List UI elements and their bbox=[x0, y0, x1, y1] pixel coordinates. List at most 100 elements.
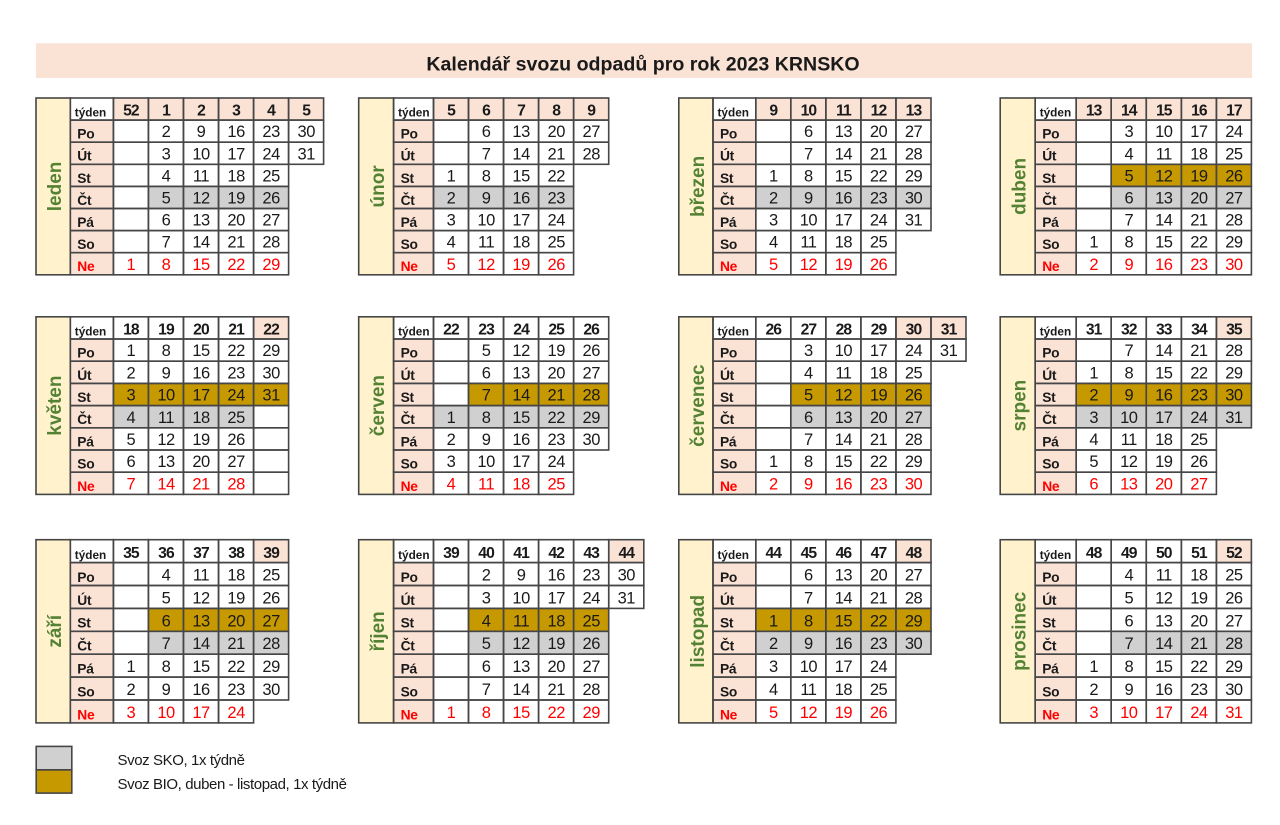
svg-text:13: 13 bbox=[512, 364, 530, 382]
svg-text:29: 29 bbox=[905, 167, 923, 185]
svg-text:7: 7 bbox=[1124, 342, 1133, 360]
svg-text:St: St bbox=[720, 171, 734, 186]
svg-text:26: 26 bbox=[1190, 453, 1208, 471]
svg-text:31: 31 bbox=[905, 212, 923, 230]
svg-text:18: 18 bbox=[512, 234, 530, 252]
svg-text:16: 16 bbox=[1155, 681, 1173, 699]
svg-text:8: 8 bbox=[804, 453, 813, 471]
svg-text:týden: týden bbox=[718, 548, 749, 562]
svg-text:1: 1 bbox=[162, 103, 171, 120]
svg-text:20: 20 bbox=[548, 123, 566, 141]
svg-text:7: 7 bbox=[127, 475, 136, 493]
svg-text:28: 28 bbox=[905, 589, 923, 607]
svg-text:8: 8 bbox=[804, 167, 813, 185]
svg-text:44: 44 bbox=[765, 545, 782, 562]
svg-text:39: 39 bbox=[263, 545, 280, 562]
svg-text:Čt: Čt bbox=[720, 191, 735, 208]
svg-text:27: 27 bbox=[905, 567, 923, 585]
svg-text:28: 28 bbox=[583, 145, 601, 163]
svg-text:17: 17 bbox=[227, 145, 245, 163]
svg-text:27: 27 bbox=[801, 321, 818, 338]
svg-text:31: 31 bbox=[618, 589, 636, 607]
svg-text:Ne: Ne bbox=[401, 707, 419, 722]
svg-text:Čt: Čt bbox=[77, 637, 92, 654]
svg-text:20: 20 bbox=[1155, 475, 1173, 493]
svg-text:14: 14 bbox=[157, 475, 175, 493]
svg-text:19: 19 bbox=[1190, 589, 1208, 607]
svg-text:19: 19 bbox=[835, 704, 853, 722]
svg-text:21: 21 bbox=[548, 387, 566, 405]
svg-text:31: 31 bbox=[1086, 321, 1103, 338]
svg-text:13: 13 bbox=[1155, 612, 1173, 630]
svg-text:2: 2 bbox=[162, 123, 171, 141]
svg-text:1: 1 bbox=[769, 167, 778, 185]
svg-text:6: 6 bbox=[162, 212, 171, 230]
svg-text:8: 8 bbox=[162, 658, 171, 676]
svg-text:11: 11 bbox=[478, 475, 494, 493]
svg-text:13: 13 bbox=[512, 123, 530, 141]
svg-text:27: 27 bbox=[583, 364, 601, 382]
svg-text:9: 9 bbox=[162, 364, 171, 382]
svg-text:16: 16 bbox=[192, 681, 210, 699]
svg-text:St: St bbox=[720, 616, 734, 631]
svg-text:6: 6 bbox=[804, 409, 813, 427]
svg-text:5: 5 bbox=[127, 431, 136, 449]
svg-text:8: 8 bbox=[1124, 658, 1133, 676]
svg-text:10: 10 bbox=[192, 145, 210, 163]
svg-text:11: 11 bbox=[513, 612, 529, 630]
svg-text:22: 22 bbox=[870, 453, 888, 471]
svg-text:týden: týden bbox=[75, 324, 106, 338]
svg-text:12: 12 bbox=[800, 704, 818, 722]
svg-text:Pá: Pá bbox=[401, 215, 418, 230]
svg-text:23: 23 bbox=[870, 635, 888, 653]
svg-text:2: 2 bbox=[769, 190, 778, 208]
svg-text:23: 23 bbox=[478, 321, 495, 338]
svg-text:49: 49 bbox=[1121, 545, 1138, 562]
svg-text:23: 23 bbox=[1190, 256, 1208, 274]
svg-text:7: 7 bbox=[1124, 635, 1133, 653]
svg-text:28: 28 bbox=[1225, 635, 1243, 653]
svg-text:24: 24 bbox=[1190, 704, 1208, 722]
svg-text:19: 19 bbox=[548, 635, 566, 653]
svg-text:3: 3 bbox=[769, 212, 778, 230]
svg-text:22: 22 bbox=[443, 321, 460, 338]
svg-text:Út: Út bbox=[1042, 591, 1057, 608]
svg-text:říjen: říjen bbox=[368, 611, 389, 651]
svg-text:23: 23 bbox=[870, 475, 888, 493]
svg-text:35: 35 bbox=[123, 545, 140, 562]
svg-text:Čt: Čt bbox=[77, 410, 92, 427]
svg-text:28: 28 bbox=[836, 321, 853, 338]
svg-text:26: 26 bbox=[870, 704, 888, 722]
svg-text:31: 31 bbox=[1225, 704, 1243, 722]
svg-text:17: 17 bbox=[835, 658, 853, 676]
svg-text:25: 25 bbox=[1225, 145, 1243, 163]
svg-text:20: 20 bbox=[870, 409, 888, 427]
svg-text:28: 28 bbox=[583, 387, 601, 405]
svg-text:29: 29 bbox=[871, 321, 888, 338]
svg-text:11: 11 bbox=[193, 567, 209, 585]
svg-text:26: 26 bbox=[262, 589, 280, 607]
svg-text:23: 23 bbox=[548, 431, 566, 449]
svg-text:5: 5 bbox=[482, 635, 491, 653]
svg-text:9: 9 bbox=[517, 567, 526, 585]
svg-text:Po: Po bbox=[77, 127, 94, 142]
svg-text:24: 24 bbox=[227, 704, 245, 722]
svg-text:27: 27 bbox=[262, 212, 280, 230]
svg-text:9: 9 bbox=[1124, 256, 1133, 274]
svg-text:9: 9 bbox=[1124, 387, 1133, 405]
svg-text:27: 27 bbox=[227, 453, 245, 471]
svg-text:52: 52 bbox=[123, 103, 140, 120]
svg-text:9: 9 bbox=[482, 190, 491, 208]
svg-text:12: 12 bbox=[835, 387, 853, 405]
svg-text:12: 12 bbox=[477, 256, 495, 274]
svg-text:21: 21 bbox=[1190, 212, 1208, 230]
svg-text:Út: Út bbox=[401, 147, 416, 164]
svg-text:11: 11 bbox=[800, 234, 816, 252]
svg-text:St: St bbox=[77, 171, 91, 186]
svg-text:13: 13 bbox=[1155, 190, 1173, 208]
svg-text:9: 9 bbox=[804, 635, 813, 653]
svg-text:5: 5 bbox=[769, 256, 778, 274]
svg-text:27: 27 bbox=[1225, 190, 1243, 208]
svg-text:Út: Út bbox=[720, 147, 735, 164]
svg-text:8: 8 bbox=[1124, 234, 1133, 252]
